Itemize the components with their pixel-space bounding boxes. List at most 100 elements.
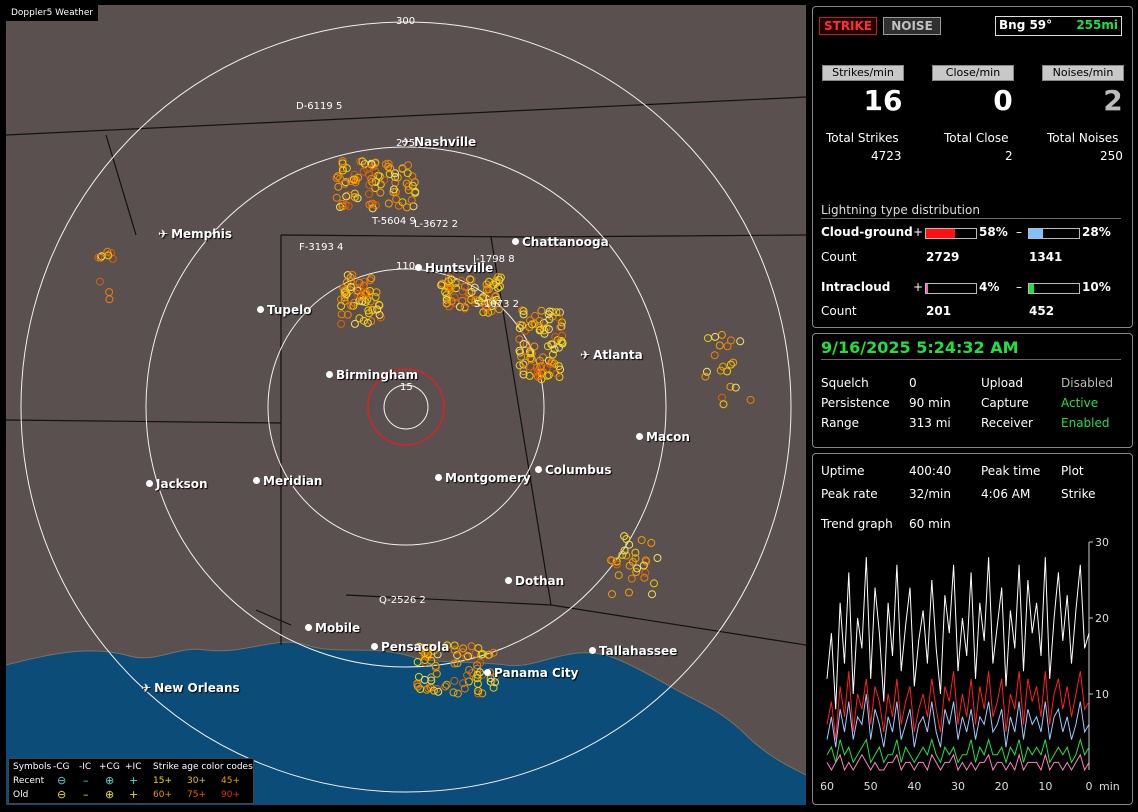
storm-track-label[interactable]: L-3672 2 xyxy=(414,219,458,230)
plot-value[interactable]: Strike xyxy=(1061,487,1096,501)
strike-marker xyxy=(519,310,528,319)
strike-marker xyxy=(518,306,527,315)
strike-marker xyxy=(350,319,359,328)
strike-marker xyxy=(515,335,524,344)
strike-marker xyxy=(558,331,567,340)
strike-marker xyxy=(557,322,566,331)
strike-marker xyxy=(640,573,649,582)
age-60: 60+ xyxy=(153,790,172,800)
strike-marker xyxy=(526,347,535,356)
storm-track-mark: 2 xyxy=(419,595,426,606)
storm-track-mark: 4 xyxy=(337,242,344,253)
strike-marker xyxy=(465,666,474,674)
strike-marker xyxy=(363,288,372,297)
strike-marker xyxy=(386,164,395,173)
strike-marker xyxy=(473,674,482,683)
strike-marker xyxy=(359,316,368,325)
storm-track-label[interactable]: I-1798 8 xyxy=(473,254,515,265)
strike-marker xyxy=(371,167,380,176)
city-nashville: ✈ Nashville xyxy=(401,135,476,149)
strike-marker xyxy=(341,287,350,296)
strike-marker xyxy=(364,306,373,315)
strike-marker xyxy=(490,673,499,682)
city-label: Panama City xyxy=(494,666,579,680)
strike-marker xyxy=(474,644,483,653)
strike-marker xyxy=(519,307,528,316)
trend-panel: Uptime 400:40 Peak time Plot Peak rate 3… xyxy=(812,453,1133,805)
storm-track-label[interactable]: S-1073 2 xyxy=(474,299,519,310)
strike-marker xyxy=(413,682,422,691)
strike-marker xyxy=(458,287,467,296)
noises-per-min: 2 xyxy=(1103,84,1123,117)
strike-marker xyxy=(718,393,726,402)
strike-marker xyxy=(530,367,539,376)
trend-series-1 xyxy=(826,671,1090,740)
capture-value: Active xyxy=(1061,396,1099,410)
strike-marker xyxy=(437,281,446,290)
strike-marker xyxy=(536,325,545,334)
city-dot-icon xyxy=(512,238,519,245)
city-birmingham: Birmingham xyxy=(326,368,418,382)
airport-icon: ✈ xyxy=(141,681,152,695)
strike-marker xyxy=(464,652,472,661)
strike-marker xyxy=(492,279,501,287)
strike-marker xyxy=(358,297,367,306)
legend-age-label: Strike age color codes xyxy=(153,762,253,772)
strike-marker xyxy=(557,318,566,327)
lightning-map[interactable]: Doppler5 Weather 300 205 110 15 ✈ Nashvil… xyxy=(6,5,806,805)
city-memphis: ✈ Memphis xyxy=(158,227,232,241)
storm-track-mark: 8 xyxy=(508,254,515,265)
cg-plus-sign: + xyxy=(913,225,924,239)
strike-marker xyxy=(726,382,735,391)
strike-marker xyxy=(338,164,347,173)
bearing-range: 255mi xyxy=(1076,18,1118,32)
storm-track-label[interactable]: T-5604 9 xyxy=(372,216,416,227)
strike-cluster-layer xyxy=(94,157,755,698)
strike-marker xyxy=(556,308,564,317)
storm-track-label[interactable]: F-3193 4 xyxy=(299,242,343,253)
strike-marker xyxy=(367,174,376,183)
strike-marker xyxy=(474,687,483,695)
strike-marker xyxy=(631,554,640,563)
strike-marker xyxy=(548,350,557,359)
strike-marker xyxy=(347,301,356,310)
ring-label-205: 205 xyxy=(396,138,416,149)
strike-marker xyxy=(366,287,374,295)
strike-marker xyxy=(489,683,498,692)
total-noises: 250 xyxy=(1100,149,1123,163)
strike-marker xyxy=(727,336,735,345)
strike-marker xyxy=(467,287,476,296)
strike-marker xyxy=(367,159,376,168)
strike-marker xyxy=(342,192,351,201)
strike-marker xyxy=(476,658,485,667)
gulf-coast xyxy=(6,641,806,776)
strike-marker xyxy=(486,674,495,683)
trend-window: 60 min xyxy=(909,517,951,531)
city-label: Nashville xyxy=(414,135,477,149)
strike-marker xyxy=(404,161,412,170)
strike-marker xyxy=(381,160,390,169)
noises-per-min-label[interactable]: Noises/min xyxy=(1042,65,1124,81)
strike-button[interactable]: STRIKE xyxy=(819,17,877,35)
strike-marker xyxy=(365,309,373,318)
strike-marker xyxy=(407,196,416,205)
strike-marker xyxy=(443,641,452,650)
strike-marker xyxy=(107,248,115,257)
noise-button[interactable]: NOISE xyxy=(883,17,941,35)
strike-marker xyxy=(391,169,399,178)
strike-marker xyxy=(519,367,528,376)
close-per-min-label[interactable]: Close/min xyxy=(932,65,1014,81)
strike-marker xyxy=(459,679,468,688)
strike-marker xyxy=(474,689,482,698)
total-close-label: Total Close xyxy=(944,131,1009,145)
storm-track-label[interactable]: Q-2526 2 xyxy=(379,595,426,606)
total-close: 2 xyxy=(1005,149,1013,163)
storm-track-label[interactable]: D-6119 5 xyxy=(296,101,342,112)
distribution-divider xyxy=(821,218,1121,219)
ic-negative-count: 452 xyxy=(1029,304,1055,318)
range-rings xyxy=(20,21,792,793)
strikes-per-min-label[interactable]: Strikes/min xyxy=(822,65,904,81)
city-columbus: Columbus xyxy=(535,463,612,477)
age-15: 15+ xyxy=(153,776,172,786)
city-dot-icon xyxy=(257,306,264,313)
